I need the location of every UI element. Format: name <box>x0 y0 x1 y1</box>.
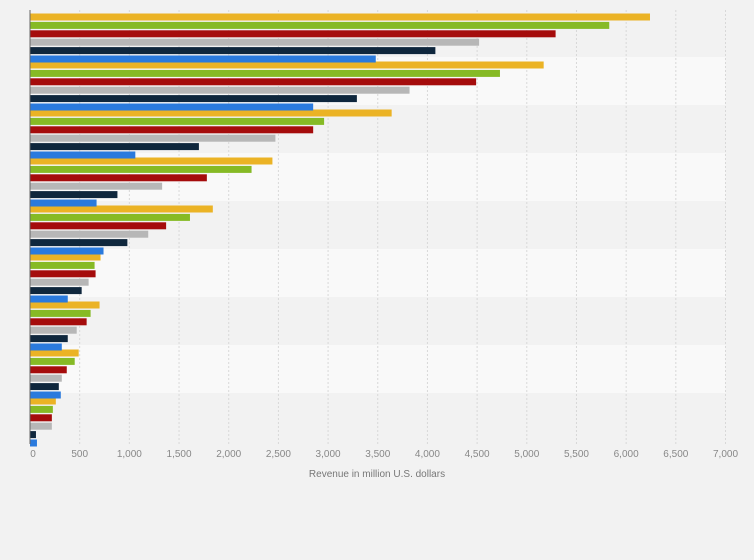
x-tick-labels: 0 500 1,000 1,500 2,000 2,500 3,000 3,500 4,000 4… <box>30 449 738 460</box>
bars <box>30 13 650 447</box>
bar <box>30 391 61 399</box>
bar <box>30 61 544 69</box>
bar <box>30 301 100 309</box>
bar <box>30 366 67 374</box>
x-tick-label: 500 <box>71 449 88 460</box>
bar <box>30 349 79 357</box>
x-tick-label: 5,500 <box>564 449 589 460</box>
bar <box>30 157 273 165</box>
bar <box>30 151 136 159</box>
x-tick-label: 6,500 <box>663 449 688 460</box>
bar <box>30 431 36 439</box>
bar <box>30 182 163 190</box>
bar <box>30 270 96 278</box>
bar <box>30 143 199 151</box>
bar <box>30 95 357 103</box>
group-band <box>30 393 726 441</box>
bar <box>30 30 556 38</box>
bar <box>30 239 128 247</box>
bar <box>30 222 167 230</box>
group-band <box>30 297 726 345</box>
bar <box>30 55 376 63</box>
bar <box>30 397 56 405</box>
x-tick-label: 5,000 <box>514 449 539 460</box>
x-tick-label: 1,000 <box>117 449 142 460</box>
x-tick-label: 2,000 <box>216 449 241 460</box>
group-band <box>30 345 726 393</box>
bar <box>30 318 87 326</box>
bar <box>30 374 62 382</box>
bar <box>30 287 82 295</box>
bar <box>30 134 276 142</box>
bar <box>30 69 500 77</box>
bar <box>30 109 392 117</box>
x-tick-label: 4,500 <box>465 449 490 460</box>
bar <box>30 191 118 199</box>
bar <box>30 422 52 430</box>
bar <box>30 205 213 213</box>
x-tick-label: 3,500 <box>365 449 390 460</box>
bar <box>30 199 97 207</box>
bar <box>30 414 52 422</box>
bar <box>30 439 37 447</box>
bar <box>30 38 480 46</box>
bar <box>30 295 68 303</box>
bar <box>30 309 91 317</box>
bar <box>30 78 477 86</box>
x-tick-label: 7,000 <box>713 449 738 460</box>
bar <box>30 117 325 125</box>
bar <box>30 261 95 269</box>
bar <box>30 174 207 182</box>
bar <box>30 253 101 261</box>
bar <box>30 405 53 413</box>
x-tick-label: 3,000 <box>316 449 341 460</box>
bar <box>30 326 77 334</box>
x-tick-label: 4,000 <box>415 449 440 460</box>
bar <box>30 230 149 238</box>
x-tick-label: 0 <box>30 449 36 460</box>
bar <box>30 213 190 221</box>
bar <box>30 47 436 55</box>
group-band <box>30 249 726 297</box>
x-tick-label: 1,500 <box>167 449 192 460</box>
x-axis-title: Revenue in million U.S. dollars <box>309 469 445 480</box>
bar <box>30 21 610 29</box>
bar <box>30 126 314 134</box>
bar <box>30 86 410 94</box>
bar <box>30 103 314 111</box>
x-tick-label: 2,500 <box>266 449 291 460</box>
bar <box>30 383 59 391</box>
x-tick-label: 6,000 <box>614 449 639 460</box>
bar <box>30 247 104 255</box>
bar <box>30 13 650 21</box>
bar <box>30 357 75 365</box>
bar <box>30 278 89 286</box>
bar <box>30 165 252 173</box>
bar <box>30 343 62 351</box>
bar <box>30 335 68 343</box>
